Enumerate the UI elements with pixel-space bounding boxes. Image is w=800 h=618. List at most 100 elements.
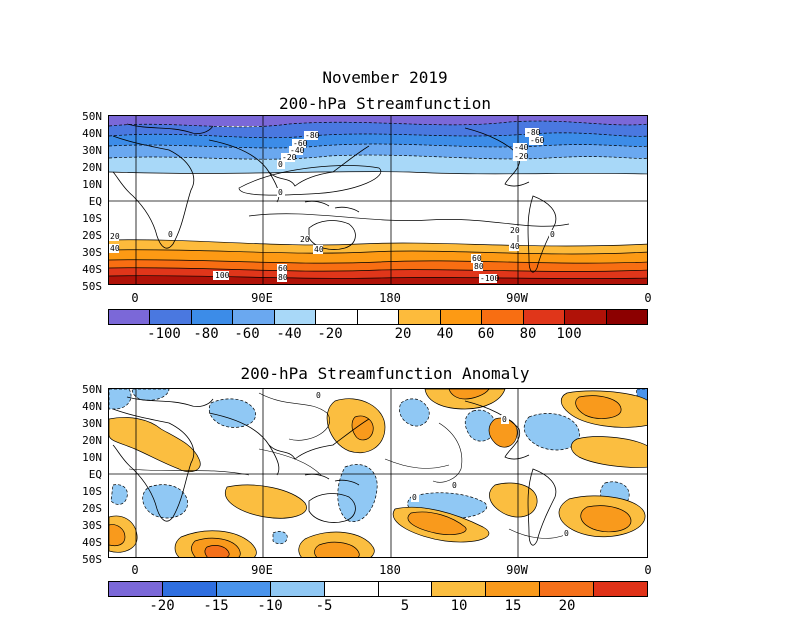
colorbar-swatch [316,310,358,324]
contour-label: 40 [110,244,120,253]
colorbar-swatch [594,582,648,596]
lat-label: 10N [82,451,102,464]
contour-label: 80 [474,262,484,271]
colorbar-label: 100 [556,326,582,342]
contour-label: 20 [300,235,310,244]
contour-label: 20 [510,226,520,235]
contour-label: 20 [110,232,120,241]
contour-label: 60 [278,264,288,273]
contour-label: -80 [526,128,541,137]
colorbar-swatch [482,310,524,324]
colorbar-swatch [378,582,433,596]
lon-label: 0 [644,291,652,305]
anomaly-colorbar [108,581,648,597]
streamfunction-map: -80 -60 -40 -20 0 0 0 -80 -60 -40 -20 20… [108,115,648,285]
colorbar-swatch [109,582,163,596]
colorbar-label: 20 [558,598,576,614]
colorbar-swatch [432,582,487,596]
colorbar-label: 5 [400,598,410,614]
colorbar-swatch [216,582,271,596]
lat-label: 40N [82,400,102,413]
colorbar-swatch [486,582,541,596]
colorbar-swatch [540,582,595,596]
lat-label: 40S [82,263,102,276]
figure-title-month: November 2019 [322,68,448,87]
bottom-panel-title: 200-hPa Streamfunction Anomaly [240,364,530,383]
colorbar-label: -40 [276,326,302,342]
contour-label: 0 [316,391,321,400]
contour-label: 0 [168,230,173,239]
lon-label: 180 [379,291,401,305]
streamfunction-anomaly-map-svg: 0 0 0 0 0 [109,389,647,557]
contour-label: 80 [278,273,288,282]
lat-label: 30S [82,246,102,259]
colorbar-swatch [274,310,317,324]
colorbar-swatch [357,310,400,324]
colorbar-swatch [233,310,275,324]
lon-label: 90W [506,563,528,577]
lat-label: 10S [82,485,102,498]
lon-label: 0 [131,291,139,305]
colorbar-swatch [162,582,217,596]
contour-label: 100 [215,271,230,280]
lat-label: 50S [82,553,102,566]
lat-label: 30N [82,417,102,430]
contour-label: -40 [514,143,529,152]
contour-label: -20 [514,152,529,161]
lon-label: 0 [131,563,139,577]
colorbar-swatch [606,310,648,324]
top-panel-title: 200-hPa Streamfunction [279,94,491,113]
contour-label: -20 [282,153,297,162]
colorbar-label: 10 [450,598,468,614]
contour-label: 0 [502,415,507,424]
colorbar-label: 15 [504,598,522,614]
lon-label: 90E [251,291,273,305]
lat-label: 30S [82,519,102,532]
lon-label: 0 [644,563,652,577]
lat-label: 40N [82,127,102,140]
contour-label: -40 [290,146,305,155]
contour-label: 0 [564,529,569,538]
colorbar-label: 40 [436,326,454,342]
colorbar-swatch [565,310,607,324]
colorbar-swatch [399,310,441,324]
lat-label: 20N [82,434,102,447]
contour-label: 60 [472,254,482,263]
contour-label: 0 [412,493,417,502]
colorbar-label: -20 [317,326,343,342]
contour-label: 0 [452,481,457,490]
lat-label: 40S [82,536,102,549]
lat-label: 50N [82,383,102,396]
streamfunction-colorbar [108,309,648,325]
lat-label: EQ [88,468,102,481]
colorbar-label: -10 [257,598,283,614]
colorbar-label: -100 [147,326,181,342]
lon-label: 90E [251,563,273,577]
lat-label: 20N [82,161,102,174]
colorbar-label: -5 [315,598,333,614]
colorbar-label: -80 [193,326,219,342]
lat-label: 30N [82,144,102,157]
lat-label: 10S [82,212,102,225]
lat-label: 10N [82,178,102,191]
lat-label: 50S [82,280,102,293]
colorbar-label: 60 [477,326,495,342]
colorbar-label: 80 [519,326,537,342]
contour-label: 0 [550,230,555,239]
colorbar-label: -60 [234,326,260,342]
lat-label: EQ [88,195,102,208]
contour-label: -60 [530,136,545,145]
lon-label: 90W [506,291,528,305]
colorbar-swatch [191,310,234,324]
colorbar-swatch [324,582,379,596]
contour-label: -60 [293,139,308,148]
lon-label: 180 [379,563,401,577]
streamfunction-map-svg: -80 -60 -40 -20 0 0 0 -80 -60 -40 -20 20… [109,116,647,284]
contour-label: 0 [278,160,283,169]
contour-label: 40 [314,245,324,254]
contour-label: -100 [480,274,499,283]
lat-label: 20S [82,502,102,515]
colorbar-swatch [109,310,151,324]
colorbar-swatch [523,310,566,324]
contour-label: 0 [278,188,283,197]
